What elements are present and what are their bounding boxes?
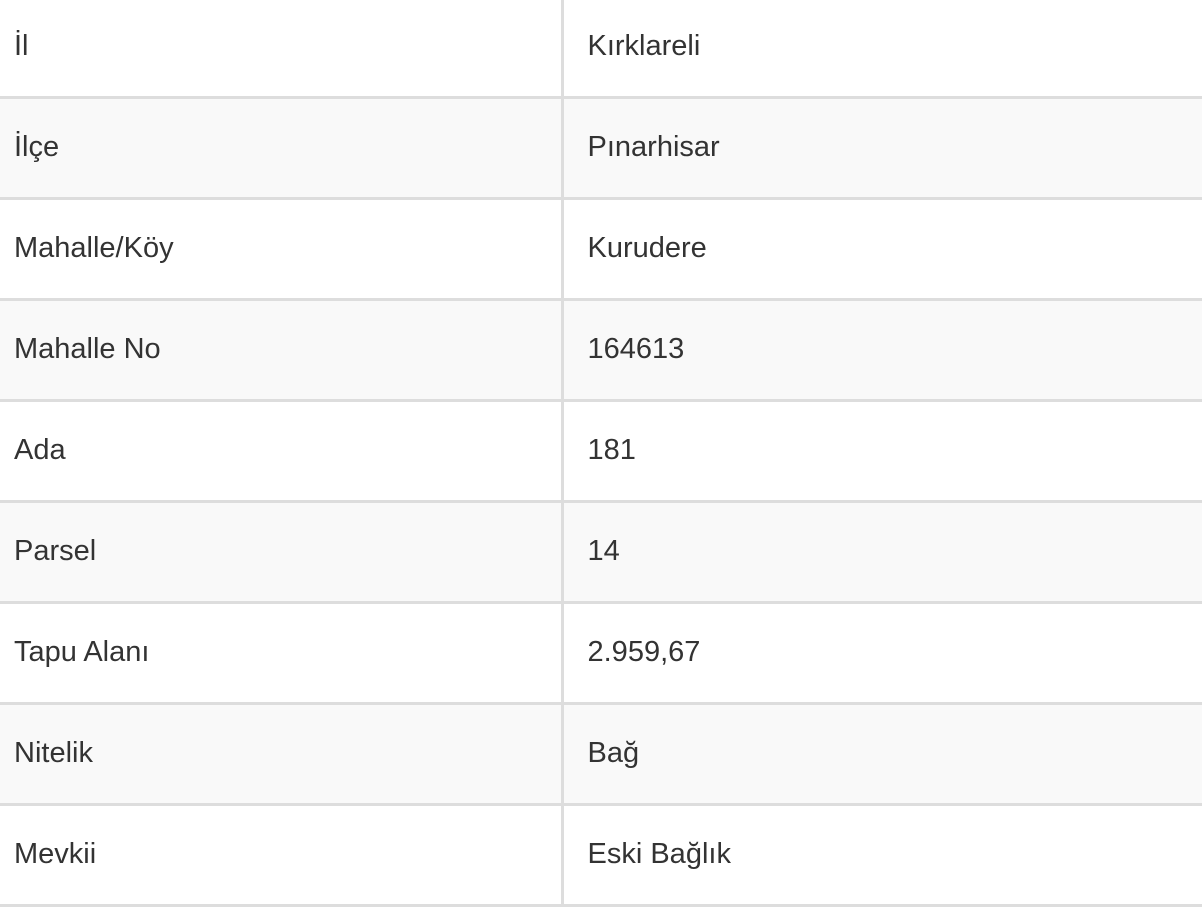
row-value: Kırklareli	[562, 0, 1202, 99]
table-row: Parsel 14	[0, 501, 1202, 604]
row-label: Mevkii	[0, 804, 564, 907]
table-row: Nitelik Bağ	[0, 703, 1202, 806]
row-label: Tapu Alanı	[0, 602, 564, 705]
row-value: Kurudere	[562, 198, 1202, 301]
row-value: 14	[562, 501, 1202, 604]
table-row: Tapu Alanı 2.959,67	[0, 602, 1202, 705]
row-label: Mahalle/Köy	[0, 198, 564, 301]
row-value: Eski Bağlık	[562, 804, 1202, 907]
row-value: 181	[562, 400, 1202, 503]
row-label: Parsel	[0, 501, 564, 604]
row-label: İl	[0, 0, 564, 99]
table-row: Mahalle/Köy Kurudere	[0, 198, 1202, 301]
row-value: Pınarhisar	[562, 97, 1202, 200]
table-row: Mahalle No 164613	[0, 299, 1202, 402]
table-row: İl Kırklareli	[0, 0, 1202, 99]
row-value: 2.959,67	[562, 602, 1202, 705]
row-value: Bağ	[562, 703, 1202, 806]
row-label: Mahalle No	[0, 299, 564, 402]
row-label: Ada	[0, 400, 564, 503]
row-label: Nitelik	[0, 703, 564, 806]
table-row: Mevkii Eski Bağlık	[0, 804, 1202, 907]
row-label: İlçe	[0, 97, 564, 200]
table-row: Ada 181	[0, 400, 1202, 503]
table-row: İlçe Pınarhisar	[0, 97, 1202, 200]
row-value: 164613	[562, 299, 1202, 402]
